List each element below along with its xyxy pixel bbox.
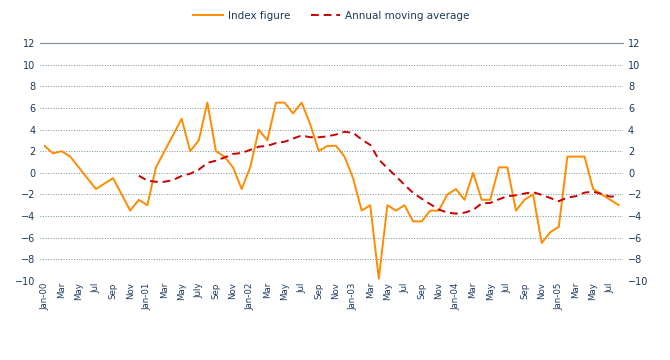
- Legend: Index figure, Annual moving average: Index figure, Annual moving average: [190, 7, 474, 25]
